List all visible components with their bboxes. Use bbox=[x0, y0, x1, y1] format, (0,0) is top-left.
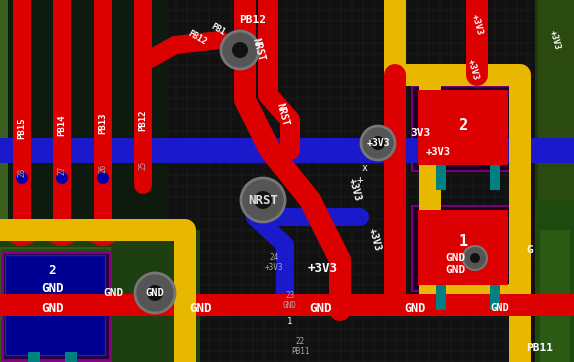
Text: G: G bbox=[526, 245, 533, 255]
Text: 24: 24 bbox=[269, 253, 278, 261]
Text: GND: GND bbox=[445, 253, 465, 263]
Bar bbox=[0, 248, 110, 362]
Text: GND: GND bbox=[283, 300, 297, 310]
Bar bbox=[28, 352, 40, 362]
Bar bbox=[436, 285, 446, 310]
Text: GND: GND bbox=[41, 282, 63, 295]
Bar bbox=[538, 0, 574, 200]
Text: +3V3: +3V3 bbox=[265, 264, 283, 273]
Circle shape bbox=[17, 223, 27, 233]
Text: PB1: PB1 bbox=[210, 22, 227, 38]
Text: +3V3: +3V3 bbox=[548, 29, 562, 51]
Text: GND: GND bbox=[309, 302, 331, 315]
Text: GND: GND bbox=[146, 288, 164, 298]
Circle shape bbox=[138, 223, 148, 233]
Text: GND: GND bbox=[189, 302, 211, 315]
Text: PB12: PB12 bbox=[186, 29, 208, 47]
Text: +3V3: +3V3 bbox=[367, 227, 383, 253]
Bar bbox=[0, 230, 200, 362]
Text: x: x bbox=[362, 163, 368, 173]
Circle shape bbox=[147, 285, 163, 301]
Text: PB14: PB14 bbox=[57, 114, 67, 136]
Text: +3V3: +3V3 bbox=[347, 177, 363, 203]
Text: GND: GND bbox=[445, 265, 465, 275]
Bar bbox=[436, 165, 446, 190]
Circle shape bbox=[54, 220, 70, 236]
Circle shape bbox=[57, 223, 67, 233]
Text: NRST: NRST bbox=[274, 102, 290, 128]
Text: 26: 26 bbox=[99, 163, 107, 173]
Text: PB11: PB11 bbox=[291, 348, 309, 357]
Text: NRST: NRST bbox=[250, 37, 266, 63]
Bar bbox=[8, 0, 168, 230]
Text: GND: GND bbox=[491, 303, 509, 313]
Text: 2: 2 bbox=[459, 118, 468, 132]
Circle shape bbox=[463, 246, 487, 270]
Circle shape bbox=[361, 126, 395, 160]
Text: 28: 28 bbox=[17, 167, 26, 177]
Text: 1: 1 bbox=[288, 317, 293, 327]
Circle shape bbox=[14, 220, 30, 236]
Text: 23: 23 bbox=[285, 290, 294, 299]
Text: +3V3: +3V3 bbox=[308, 261, 338, 274]
Text: 25: 25 bbox=[138, 160, 148, 170]
Circle shape bbox=[135, 220, 151, 236]
Text: 27: 27 bbox=[57, 165, 67, 174]
Bar bbox=[418, 210, 508, 285]
Bar bbox=[418, 90, 508, 165]
Bar bbox=[65, 352, 77, 362]
Circle shape bbox=[470, 253, 480, 263]
Text: PB15: PB15 bbox=[17, 117, 26, 139]
Circle shape bbox=[371, 136, 385, 150]
Text: +: + bbox=[356, 175, 363, 185]
Text: 22: 22 bbox=[296, 337, 305, 346]
Circle shape bbox=[95, 220, 111, 236]
Bar bbox=[2, 252, 110, 360]
Circle shape bbox=[241, 178, 285, 222]
Bar bbox=[540, 230, 570, 362]
Circle shape bbox=[97, 172, 109, 184]
Bar bbox=[490, 165, 500, 190]
Bar bbox=[412, 86, 512, 171]
Text: PB12: PB12 bbox=[239, 15, 266, 25]
Text: GND: GND bbox=[103, 288, 123, 298]
Text: NRST: NRST bbox=[248, 194, 278, 206]
Text: +3V3: +3V3 bbox=[425, 147, 451, 157]
Text: 2: 2 bbox=[48, 264, 56, 277]
Text: +3V3: +3V3 bbox=[470, 13, 484, 37]
Circle shape bbox=[16, 172, 28, 184]
Circle shape bbox=[56, 172, 68, 184]
Circle shape bbox=[98, 223, 108, 233]
Text: PB13: PB13 bbox=[99, 112, 107, 134]
Text: PB12: PB12 bbox=[138, 109, 148, 131]
Text: 3V3: 3V3 bbox=[410, 128, 430, 138]
Circle shape bbox=[221, 31, 259, 69]
Circle shape bbox=[254, 191, 272, 209]
Bar bbox=[535, 200, 574, 362]
Text: 1: 1 bbox=[459, 235, 468, 249]
Bar bbox=[0, 0, 8, 362]
Text: +3V3: +3V3 bbox=[466, 58, 480, 81]
Circle shape bbox=[135, 273, 175, 313]
Text: GND: GND bbox=[404, 302, 426, 315]
Circle shape bbox=[232, 42, 248, 58]
Bar bbox=[490, 285, 500, 310]
Text: +3V3: +3V3 bbox=[366, 138, 390, 148]
Bar bbox=[5, 255, 105, 355]
Text: GND: GND bbox=[41, 302, 63, 315]
Text: PB11: PB11 bbox=[526, 343, 553, 353]
Bar bbox=[412, 206, 512, 291]
Bar bbox=[535, 0, 574, 362]
